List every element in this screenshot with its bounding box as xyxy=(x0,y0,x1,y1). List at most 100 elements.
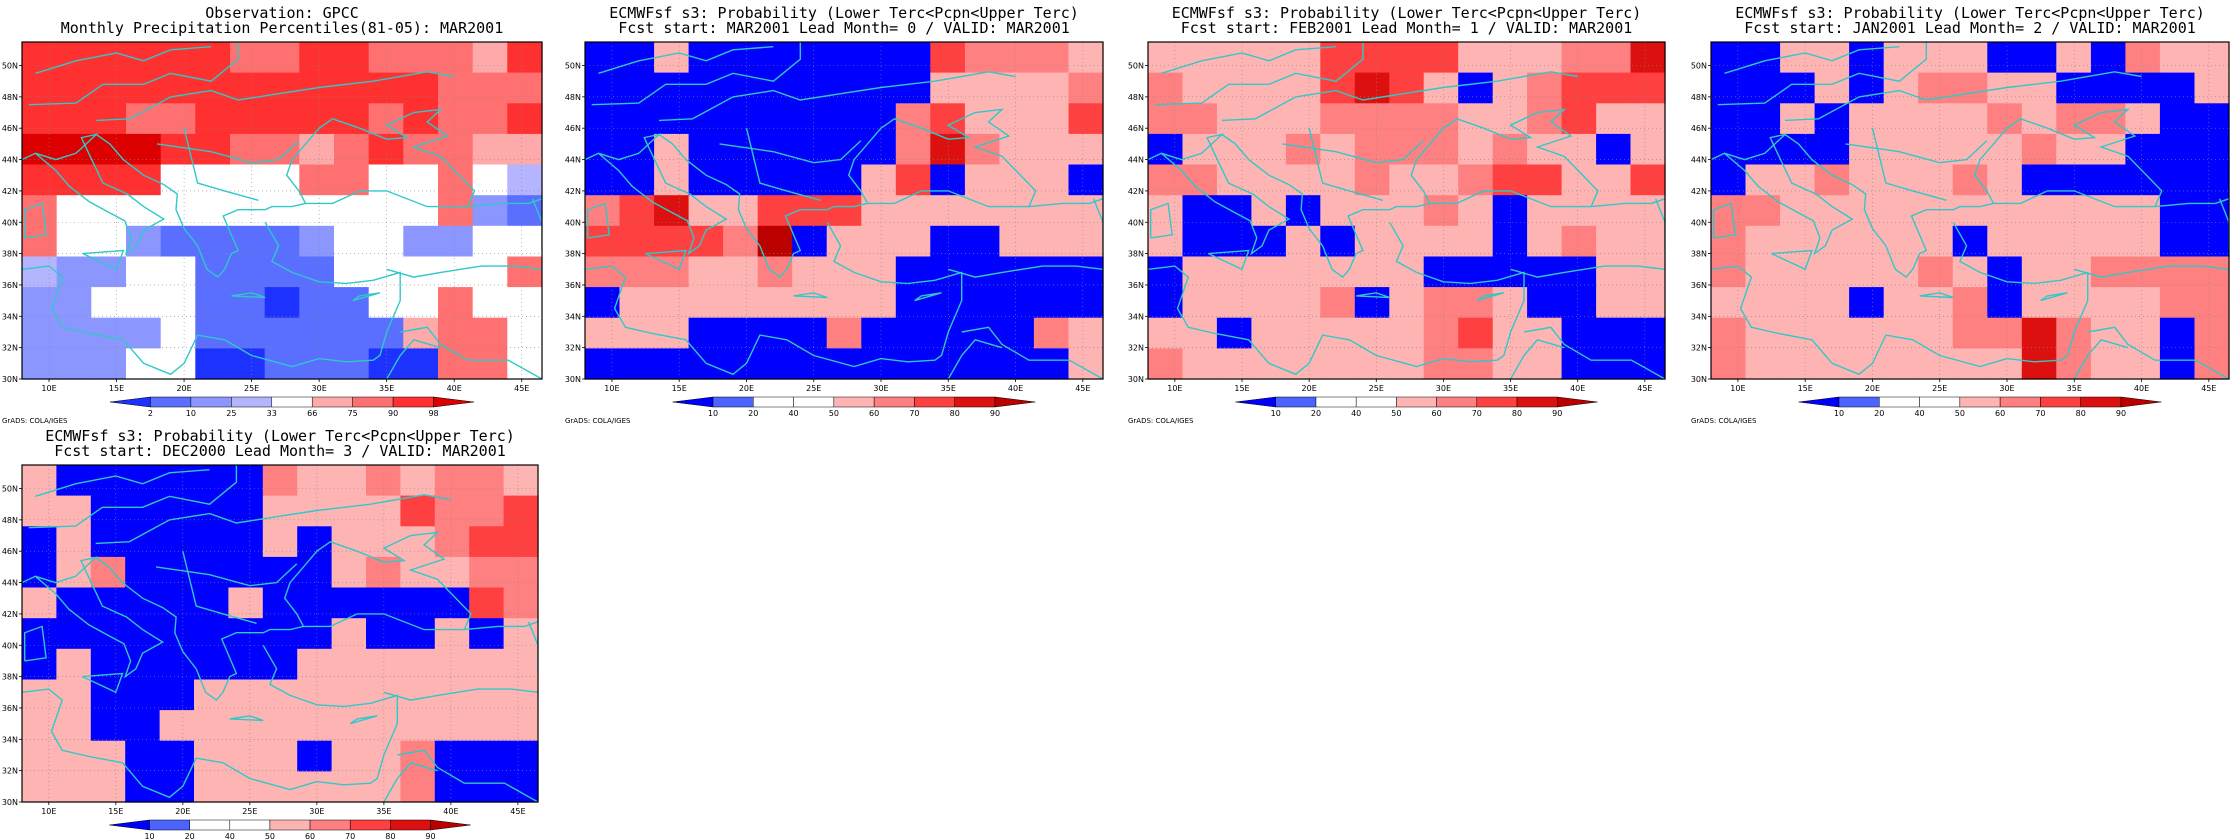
grid-cell xyxy=(1068,287,1104,319)
grid-cell xyxy=(368,225,404,257)
grid-cell xyxy=(1814,317,1850,349)
grid-cell xyxy=(1780,287,1816,319)
coastline-group xyxy=(22,42,542,379)
grid-cell xyxy=(723,164,759,196)
grid-cell xyxy=(2125,287,2161,319)
grid-cell xyxy=(22,287,58,319)
grid-cell xyxy=(1883,42,1919,74)
grid-cell xyxy=(264,317,300,349)
grid-cell xyxy=(826,287,862,319)
x-tick-label: 40E xyxy=(443,807,458,816)
grid-cell xyxy=(2090,72,2126,104)
grid-cell xyxy=(438,72,474,104)
grid-cell xyxy=(56,72,92,104)
grid-cell xyxy=(507,133,543,166)
grid-cell xyxy=(723,133,759,166)
colorbar-swatch xyxy=(229,819,271,831)
grid-cell xyxy=(1423,164,1459,196)
grid-cell xyxy=(334,317,370,349)
grid-cell xyxy=(826,72,862,104)
grid-cell xyxy=(403,256,439,288)
grid-cell xyxy=(964,103,1000,135)
grid-cell xyxy=(434,710,470,742)
coastline xyxy=(349,715,378,725)
grid-cell xyxy=(125,740,161,772)
colorbar-swatch xyxy=(1879,396,1920,408)
grid-cell xyxy=(56,225,92,257)
grid-cell xyxy=(688,72,724,104)
panel-title-line: ECMWFsf s3: Probability (Lower Terc<Pcpn… xyxy=(45,427,515,445)
grid-cell xyxy=(126,195,162,227)
grid-cell xyxy=(723,287,759,319)
grid-cell xyxy=(400,587,436,619)
grid-cell xyxy=(91,195,127,227)
grid-cell xyxy=(299,195,335,227)
coastline xyxy=(1208,249,1250,271)
grid-cell xyxy=(1285,348,1321,380)
grid-cell xyxy=(619,42,655,74)
grid-cell xyxy=(90,710,126,742)
grid-cell xyxy=(999,225,1035,257)
grid-cell xyxy=(999,133,1035,166)
grid-cell xyxy=(1849,164,1885,196)
grid-cell xyxy=(1883,287,1919,319)
grid-cell xyxy=(403,348,439,380)
grid-cell xyxy=(861,133,897,166)
grid-cell xyxy=(723,42,759,74)
grid-cell xyxy=(757,133,793,166)
coastline xyxy=(24,625,47,662)
y-tick-label: 34N xyxy=(2,312,18,321)
grid-cell xyxy=(1182,225,1218,257)
colorbar-label: 20 xyxy=(1874,409,1884,418)
grid-cell xyxy=(619,103,655,135)
grid-cell xyxy=(334,287,370,319)
grid-cell xyxy=(56,679,92,711)
grid-cell xyxy=(262,526,298,558)
grid-cell xyxy=(1033,42,1069,74)
grid-cell xyxy=(262,740,298,772)
grid-cell xyxy=(434,587,470,619)
y-tick-label: 46N xyxy=(1128,124,1144,133)
grid-cell xyxy=(1492,72,1528,104)
y-tick-label: 46N xyxy=(565,124,581,133)
coastline xyxy=(1919,292,1954,299)
y-tick-label: 50N xyxy=(1691,62,1707,71)
grid-cell xyxy=(1987,42,2023,74)
grid-cell xyxy=(1320,225,1356,257)
colorbar-swatch xyxy=(231,396,273,408)
grid-cell xyxy=(2194,72,2230,104)
coastline xyxy=(229,715,264,722)
grid-cell xyxy=(469,679,505,711)
grid-cell xyxy=(1068,72,1104,104)
grid-cell xyxy=(160,195,196,227)
coastline xyxy=(156,140,300,164)
grid-cell xyxy=(1527,103,1563,135)
grid-cell xyxy=(195,103,231,135)
map-panel-4: ECMWFsf s3: Probability (Lower Terc<Pcpn… xyxy=(2,427,539,840)
coastline xyxy=(22,221,401,376)
grid-cell xyxy=(230,42,266,74)
grid-cell xyxy=(2159,256,2195,288)
x-tick-label: 10E xyxy=(1730,384,1745,393)
grid-cell xyxy=(228,679,264,711)
grid-cell xyxy=(1596,225,1632,257)
grid-cell xyxy=(2125,133,2161,166)
coastline xyxy=(1282,140,1424,164)
grid-cell xyxy=(895,133,931,166)
grid-cell xyxy=(2159,225,2195,257)
grid-cell xyxy=(160,133,196,166)
grid-cell xyxy=(1527,164,1563,196)
grid-cell xyxy=(2159,103,2195,135)
coastline xyxy=(658,71,1016,122)
grid-cell xyxy=(1068,42,1104,74)
x-tick-label: 45E xyxy=(2201,384,2216,393)
colorbar-swatch xyxy=(1436,396,1478,408)
grid-cell xyxy=(1320,103,1356,135)
x-tick-label: 15E xyxy=(108,807,123,816)
grid-cell xyxy=(1148,195,1184,227)
grid-cell xyxy=(757,256,793,288)
coastline xyxy=(645,249,687,271)
grid-cell xyxy=(56,195,92,227)
coastline xyxy=(1717,42,1927,106)
y-tick-label: 42N xyxy=(2,610,18,619)
